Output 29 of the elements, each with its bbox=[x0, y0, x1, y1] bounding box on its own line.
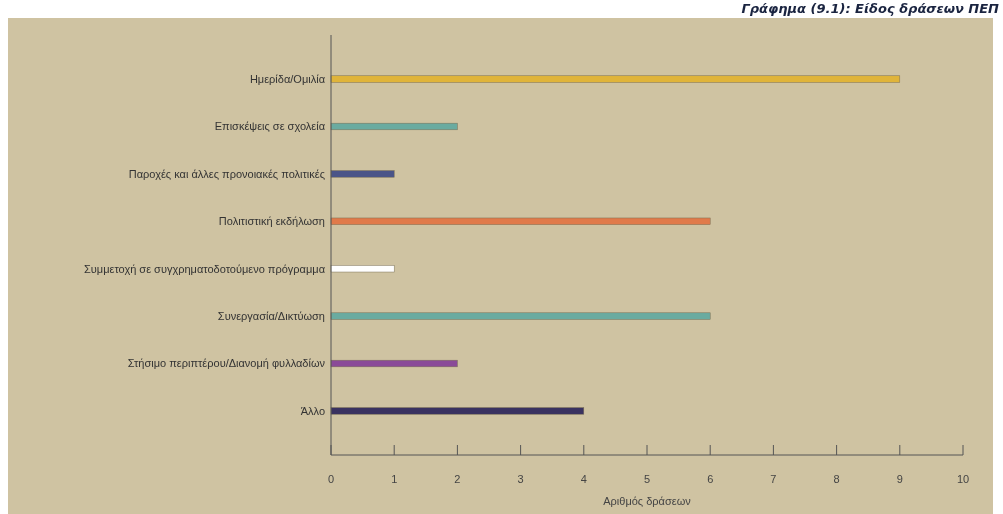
x-tick-label: 7 bbox=[770, 473, 777, 485]
y-tick-label: Συμμετοχή σε συγχρηματοδοτούμενο πρόγραμμα bbox=[83, 262, 326, 275]
x-tick-label: 9 bbox=[896, 473, 903, 485]
bar bbox=[330, 170, 395, 178]
x-tick-label: 0 bbox=[327, 473, 335, 485]
y-tick-label: Παροχές και άλλες προνοιακές πολιτικές bbox=[128, 167, 325, 180]
chart-title: Γράφημα (9.1): Είδος δράσεων ΠΕΠ bbox=[741, 1, 1000, 16]
y-tick-label: Στήσιμο περιπτέρου/Διανομή φυλλαδίων bbox=[127, 357, 326, 370]
bar bbox=[330, 265, 395, 273]
y-tick-label: Άλλο bbox=[300, 404, 325, 417]
bar bbox=[330, 75, 901, 83]
y-tick-label: Ημερίδα/Ομιλία bbox=[249, 72, 326, 85]
y-tick-label: Συνεργασία/Δικτύωση bbox=[217, 309, 325, 322]
x-axis-title: Αριθμός δράσεων bbox=[603, 495, 692, 507]
x-tick-label: 3 bbox=[517, 473, 524, 485]
x-tick-label: 4 bbox=[580, 473, 587, 485]
bar bbox=[330, 312, 711, 320]
bar bbox=[330, 359, 458, 368]
bar bbox=[330, 407, 585, 415]
y-tick-label: Επισκέψεις σε σχολεία bbox=[214, 120, 326, 133]
x-tick-label: 10 bbox=[956, 473, 970, 485]
x-tick-label: 5 bbox=[643, 473, 651, 485]
bar bbox=[330, 217, 711, 225]
x-tick-label: 8 bbox=[833, 473, 840, 485]
x-tick-label: 1 bbox=[391, 473, 398, 485]
x-tick-label: 6 bbox=[707, 473, 714, 485]
x-tick-label: 2 bbox=[454, 473, 461, 485]
y-tick-label: Πολιτιστική εκδήλωση bbox=[218, 215, 325, 228]
bar bbox=[330, 122, 458, 131]
